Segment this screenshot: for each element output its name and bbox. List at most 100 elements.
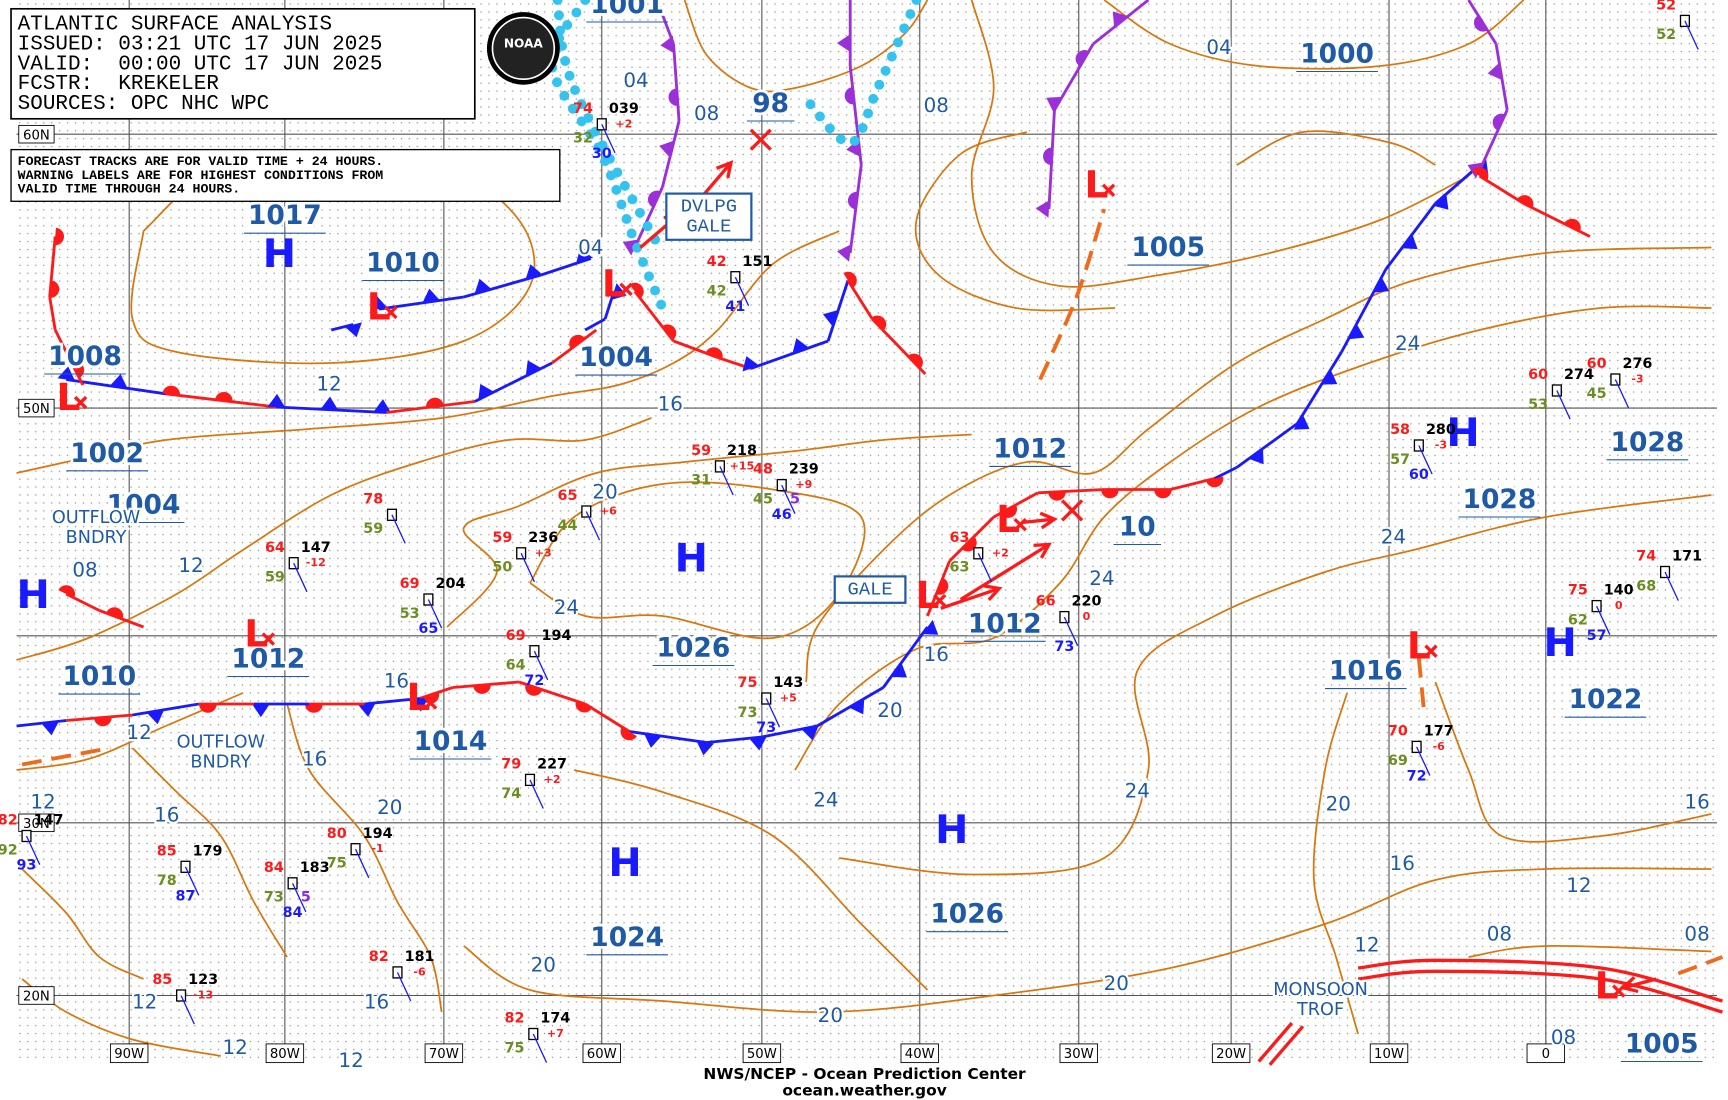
wind-barb (354, 848, 370, 879)
station-tendency: +7 (547, 1027, 564, 1040)
wind-barb (25, 835, 41, 865)
station-temp: 58 (1390, 422, 1410, 438)
header-line: VALID: 00:00 UTC 17 JUN 2025 (18, 53, 383, 76)
pressure-label: 1005 (1625, 1029, 1699, 1060)
front-line (1494, 43, 1509, 111)
monsoon-trough (1268, 1025, 1305, 1066)
front-triangle (696, 741, 714, 756)
low-cross (1013, 518, 1027, 532)
isobar (839, 494, 1712, 876)
pressure-label: 1005 (1131, 232, 1205, 263)
lon-label: 50W (747, 1047, 777, 1062)
isobar-label: 20 (531, 953, 556, 976)
isobar (1468, 945, 1712, 958)
track-arrow (940, 586, 1000, 610)
isobar-label: 20 (1326, 793, 1351, 816)
pressure-label: 1004 (579, 342, 653, 373)
front-triangle (1433, 193, 1449, 210)
station-box (350, 843, 361, 856)
station-box (288, 557, 299, 570)
isobar-label: 20 (592, 480, 617, 503)
front-triangle (474, 278, 492, 294)
station-tendency: -13 (193, 989, 213, 1002)
low-cross (619, 282, 633, 296)
low-cross (932, 593, 947, 608)
low-center: L (1595, 963, 1619, 1007)
boundary-label: BNDRY (190, 752, 251, 772)
station-dewpoint: 74 (501, 786, 521, 802)
track-arrowhead (715, 160, 734, 179)
wind-barb (585, 511, 601, 541)
station-visibility: 87 (176, 889, 196, 905)
front-semicircle (1101, 489, 1119, 499)
front-triangle (792, 338, 810, 354)
isobar-label: 24 (1381, 525, 1406, 548)
lat-label: 50N (23, 402, 50, 417)
station-temp: 85 (157, 843, 177, 859)
pressure-label: 1028 (1611, 427, 1685, 458)
track-arrowhead (1039, 511, 1058, 530)
high-center: H (935, 807, 968, 853)
station-temp: 80 (327, 826, 347, 842)
wind-barb (1664, 571, 1679, 601)
lon-label: 40W (905, 1047, 935, 1062)
station-pressure: 147 (301, 540, 331, 556)
front-semicircle (1075, 50, 1089, 67)
isobar-label: 16 (1684, 791, 1709, 814)
isobar (970, 0, 1469, 288)
front-line (551, 328, 598, 365)
front-triangle (109, 373, 128, 389)
wind-barb (529, 779, 544, 809)
station-dewpoint: 92 (0, 842, 18, 858)
station-tendency: +2 (544, 773, 561, 786)
front-semicircle (215, 391, 233, 402)
low-cross (1424, 644, 1438, 658)
wind-barb (719, 466, 734, 496)
station-weather: 5 (301, 890, 311, 906)
front-line (463, 273, 542, 299)
front-triangle (1293, 414, 1310, 430)
station-dewpoint: 73 (264, 890, 284, 906)
front-line (65, 592, 101, 612)
pressure-label: 1000 (1300, 39, 1374, 70)
labels: 60N 50N 30N 20N 90W 80W 70W 60W 50W 40W 30W 20W 10W 0… (0, 0, 1710, 1072)
front-triangle (525, 360, 542, 377)
isobar-label: 12 (316, 373, 341, 396)
warning-label: DVLPG (681, 196, 737, 218)
station-pressure: 280 (1426, 422, 1456, 438)
front-semicircle (705, 347, 723, 360)
station-tendency: -12 (306, 556, 326, 569)
isobar (463, 867, 1712, 1013)
station-pressure: 227 (537, 757, 567, 773)
station-pressure: 177 (1424, 724, 1454, 740)
monsoon-trough (1357, 969, 1723, 1014)
wind-barb (532, 1033, 548, 1063)
station-pressure: 140 (1604, 583, 1634, 599)
station-visibility: 73 (756, 720, 776, 736)
isobar-label: 24 (813, 788, 838, 811)
pressure-label: 1026 (930, 899, 1004, 930)
station-pressure: 183 (300, 860, 330, 876)
station-box (528, 1027, 539, 1041)
low-center: L (1407, 623, 1431, 667)
station-pressure: 171 (1672, 549, 1702, 565)
lat-label-box (18, 398, 55, 418)
monsoon-trough (1257, 1021, 1294, 1063)
front-semicircle (94, 716, 112, 727)
station-tendency: +5 (780, 692, 797, 705)
front-triangle (252, 704, 270, 718)
station-temp: 69 (400, 576, 420, 592)
station-tendency: -6 (1433, 740, 1446, 753)
isobar (1434, 681, 1712, 843)
front-semicircle (49, 280, 60, 298)
front-semicircle (569, 334, 586, 349)
station-dewpoint: 59 (265, 570, 285, 586)
front-triangle (1046, 96, 1063, 113)
front-triangle (891, 662, 908, 678)
station-tendency: +15 (730, 459, 755, 472)
wind-barb (765, 698, 781, 728)
isobar-label: 16 (154, 804, 179, 827)
header-line: SOURCES: OPC NHC WPC (18, 93, 270, 116)
station-pressure: 204 (436, 576, 466, 592)
lon-label: 20W (1216, 1047, 1246, 1062)
